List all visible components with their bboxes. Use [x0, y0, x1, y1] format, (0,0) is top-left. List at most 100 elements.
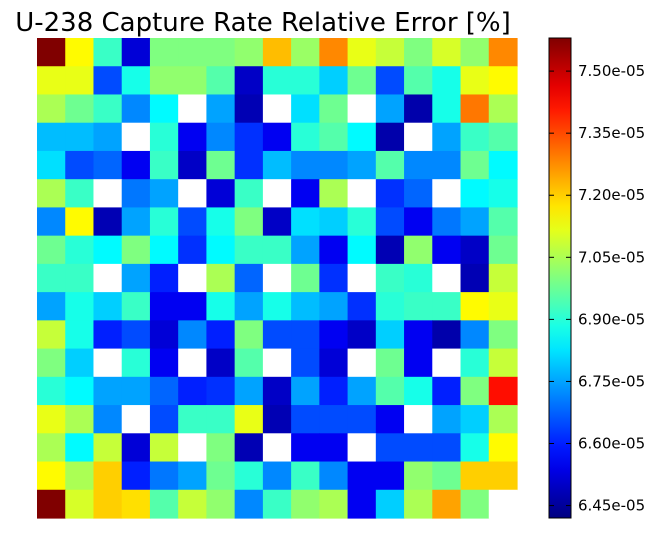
- heatmap-cell: [37, 235, 66, 265]
- heatmap-cell: [149, 122, 179, 152]
- heatmap-cell: [206, 348, 236, 378]
- heatmap-cell: [262, 179, 292, 209]
- heatmap-cell: [460, 263, 490, 293]
- heatmap-cell: [291, 405, 320, 434]
- heatmap-cell: [206, 461, 236, 491]
- heatmap-cell: [234, 263, 264, 293]
- heatmap-cell: [234, 376, 264, 406]
- heatmap-cell: [121, 235, 151, 265]
- heatmap-cell: [460, 292, 490, 321]
- heatmap-cell: [65, 38, 95, 67]
- heatmap-cell: [262, 122, 292, 152]
- heatmap-cell: [375, 179, 405, 209]
- heatmap-cell: [178, 320, 208, 350]
- colorbar-tick-label: 7.20e-05: [578, 186, 645, 204]
- heatmap-cell: [291, 263, 320, 293]
- heatmap-cell: [206, 376, 236, 406]
- heatmap-cell: [206, 235, 236, 265]
- heatmap-cell: [432, 263, 462, 293]
- heatmap-cell: [178, 461, 208, 491]
- heatmap-cell: [319, 405, 349, 434]
- heatmap-cell: [93, 150, 123, 180]
- heatmap-cell: [375, 207, 405, 237]
- heatmap-cell: [121, 405, 151, 434]
- heatmap-cell: [488, 179, 518, 209]
- heatmap-cell: [375, 348, 405, 378]
- heatmap-cell: [178, 38, 208, 67]
- heatmap-cell: [37, 461, 66, 491]
- heatmap-cell: [93, 405, 123, 434]
- heatmap-cell: [206, 207, 236, 237]
- heatmap-cell: [93, 461, 123, 491]
- heatmap-cell: [319, 235, 349, 265]
- heatmap-cell: [375, 122, 405, 152]
- heatmap-cell: [65, 263, 95, 293]
- heatmap-cell: [37, 292, 66, 321]
- heatmap-cell: [65, 207, 95, 237]
- heatmap-cell: [375, 292, 405, 321]
- heatmap-cell: [488, 292, 518, 321]
- heatmap-cell: [121, 433, 151, 463]
- heatmap-cell: [347, 66, 377, 96]
- heatmap-cell: [488, 489, 518, 519]
- heatmap-cell: [206, 122, 236, 152]
- heatmap-cell: [347, 94, 377, 124]
- heatmap-cell: [404, 292, 433, 321]
- heatmap-cell: [178, 376, 208, 406]
- heatmap-cell: [319, 66, 349, 96]
- heatmap-cell: [37, 150, 66, 180]
- heatmap-cell: [488, 433, 518, 463]
- heatmap-cell: [319, 122, 349, 152]
- colorbar-tick-label: 7.05e-05: [578, 248, 645, 266]
- heatmap-cell: [234, 489, 264, 519]
- heatmap-cell: [488, 235, 518, 265]
- heatmap-cell: [291, 207, 320, 237]
- heatmap-cell: [93, 207, 123, 237]
- heatmap-cell: [206, 38, 236, 67]
- heatmap-cell: [347, 405, 377, 434]
- colorbar-ticks: 7.50e-05 7.35e-05 7.20e-05 7.05e-05 6.90e-05…: [549, 62, 645, 515]
- heatmap-cell: [93, 94, 123, 124]
- colorbar-tick-label: 7.35e-05: [578, 124, 645, 142]
- colorbar-tick-label: 6.60e-05: [578, 435, 645, 453]
- heatmap-cell: [178, 405, 208, 434]
- heatmap-cell: [149, 376, 179, 406]
- heatmap-cell: [37, 489, 66, 519]
- heatmap-cell: [178, 235, 208, 265]
- heatmap-cell: [178, 348, 208, 378]
- heatmap-cell: [65, 292, 95, 321]
- heatmap-cell: [234, 348, 264, 378]
- heatmap-cell: [432, 38, 462, 67]
- heatmap-cell: [121, 122, 151, 152]
- heatmap-cell: [488, 207, 518, 237]
- heatmap-cell: [291, 461, 320, 491]
- heatmap-cell: [488, 122, 518, 152]
- heatmap-cell: [291, 66, 320, 96]
- heatmap-cell: [37, 66, 66, 96]
- heatmap-cell: [404, 376, 433, 406]
- heatmap-cell: [347, 263, 377, 293]
- heatmap-cell: [178, 207, 208, 237]
- heatmap-cell: [319, 292, 349, 321]
- heatmap-cell: [319, 348, 349, 378]
- heatmap-cell: [65, 122, 95, 152]
- heatmap-cell: [291, 150, 320, 180]
- heatmap-cell: [432, 433, 462, 463]
- heatmap-cell: [488, 376, 518, 406]
- heatmap-cell: [93, 235, 123, 265]
- heatmap-cell: [262, 376, 292, 406]
- heatmap-cell: [460, 489, 490, 519]
- heatmap-cell: [262, 263, 292, 293]
- heatmap-cell: [262, 66, 292, 96]
- heatmap-cell: [121, 263, 151, 293]
- heatmap-cell: [347, 207, 377, 237]
- colorbar-tick-label: 6.75e-05: [578, 372, 645, 390]
- heatmap-cell: [37, 122, 66, 152]
- heatmap-cell: [347, 376, 377, 406]
- heatmap-cell: [488, 348, 518, 378]
- heatmap-cell: [262, 150, 292, 180]
- heatmap-cell: [206, 433, 236, 463]
- heatmap-cell: [432, 489, 462, 519]
- heatmap-cell: [404, 348, 433, 378]
- heatmap-cell: [93, 38, 123, 67]
